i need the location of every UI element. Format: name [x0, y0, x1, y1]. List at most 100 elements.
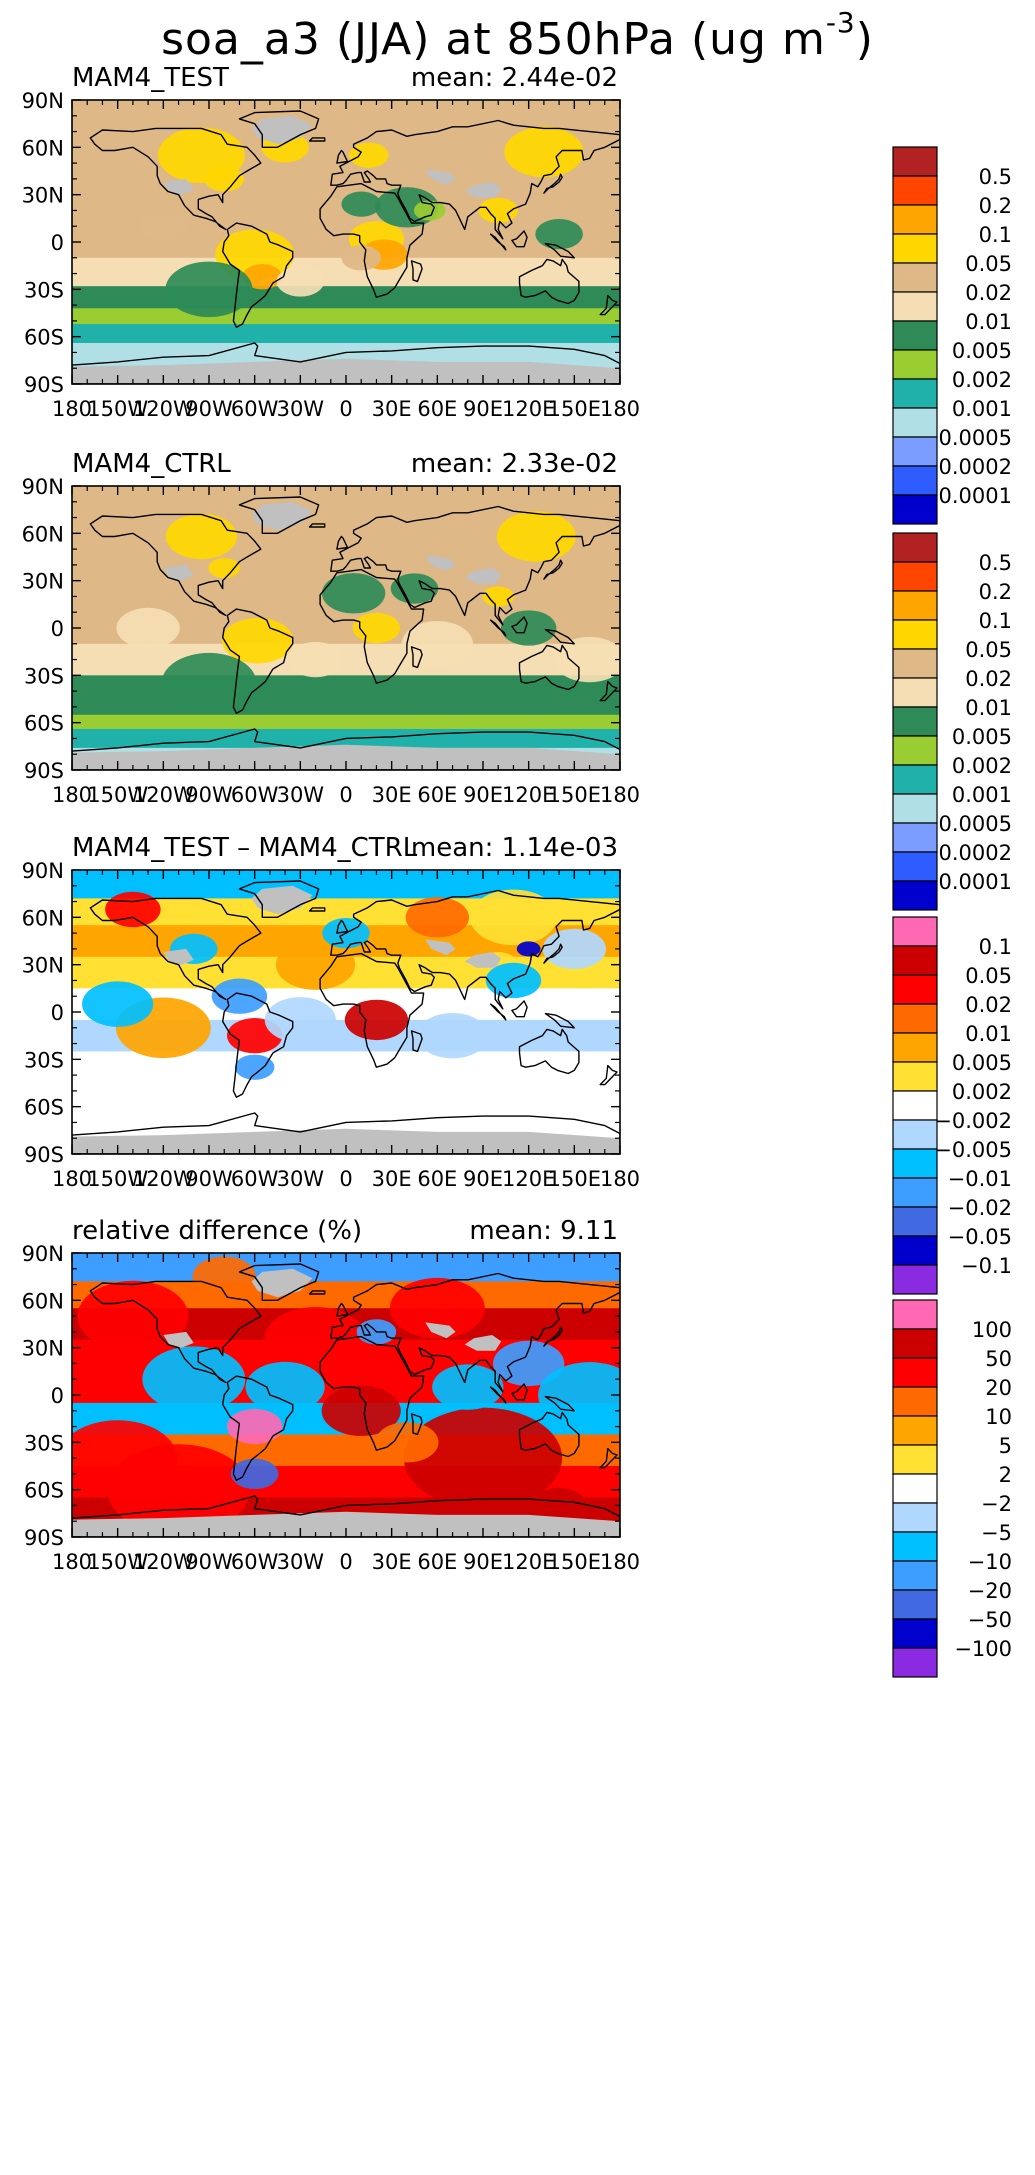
y-tick-label: 60N — [22, 522, 64, 546]
coastline — [72, 342, 620, 384]
y-tick-label: 0 — [51, 617, 64, 641]
colorbar-label: 0.01 — [965, 1022, 1012, 1046]
colorbar-swatch — [892, 1119, 938, 1150]
x-tick-label: 120W — [133, 397, 194, 421]
contour-patch — [538, 1362, 620, 1428]
contour-band — [72, 675, 620, 700]
colorbar-label: −10 — [968, 1550, 1012, 1574]
colorbar: 0.1 0.05 0.02 0.01 0.005 0.002 −0.002 −0.005 −0.… — [892, 916, 1012, 1295]
contour-patch — [341, 191, 382, 217]
colorbar-swatch — [892, 706, 938, 737]
x-tick-label: 0 — [339, 783, 352, 807]
contour-patch — [401, 621, 473, 667]
x-tick-label: 90E — [463, 1167, 503, 1191]
missing-data-region — [425, 555, 456, 572]
coastline — [89, 127, 262, 231]
colorbar-label: −20 — [968, 1579, 1012, 1603]
colorbar-label: 0.05 — [965, 638, 1012, 662]
coastline — [410, 260, 423, 283]
contour-patch — [485, 962, 542, 999]
x-tick-label: 90E — [463, 397, 503, 421]
contour-band — [72, 714, 620, 730]
colorbar: 0.5 0.2 0.1 0.05 0.02 0.01 0.005 0.002 0.001 0.00… — [892, 532, 1012, 911]
coastline — [336, 1302, 349, 1317]
contour-band — [72, 324, 620, 344]
coastline — [599, 1064, 618, 1086]
panel-mean-label: mean: 1.14e-03 — [411, 833, 618, 863]
contour-patch — [405, 897, 469, 938]
contour-field — [72, 870, 620, 1154]
coastline — [511, 230, 528, 248]
contour-patch — [211, 978, 268, 1014]
panel-title: relative difference (%) — [72, 1216, 362, 1246]
colorbar-swatch — [892, 1502, 938, 1533]
contour-patch — [403, 1407, 563, 1509]
colorbar-swatch — [892, 1032, 938, 1063]
contour-band — [72, 308, 620, 326]
contour-patch — [390, 573, 439, 604]
y-tick-label: 30S — [24, 278, 64, 302]
missing-data-region — [464, 568, 502, 584]
contour-patch — [482, 586, 515, 607]
x-tick-label: 90W — [185, 783, 233, 807]
contour-patch — [344, 999, 409, 1041]
colorbar-label: 0.002 — [952, 1080, 1012, 1104]
colorbar-label: 0.001 — [952, 397, 1012, 421]
coastline — [330, 1272, 620, 1393]
contour-patch — [469, 889, 557, 946]
coastline — [336, 149, 349, 164]
x-tick-label: 120W — [133, 1550, 194, 1574]
colorbar-swatch — [892, 793, 938, 824]
coastline — [319, 952, 425, 1068]
colorbar-swatch — [892, 1589, 938, 1620]
x-tick-label: 60W — [231, 397, 279, 421]
coastline — [89, 897, 262, 1001]
coastline — [72, 1112, 620, 1154]
coastline — [89, 1280, 262, 1384]
y-tick-label: 60N — [22, 1289, 64, 1313]
y-tick-label: 60S — [24, 326, 64, 350]
contour-patch — [222, 617, 294, 664]
colorbar-label: 0.005 — [952, 725, 1012, 749]
colorbar-swatch — [892, 1444, 938, 1475]
x-tick-label: 60W — [231, 1550, 279, 1574]
colorbar-swatch — [892, 1647, 938, 1678]
coastline — [544, 242, 575, 259]
coastline — [489, 1003, 507, 1021]
contour-patch — [389, 1277, 485, 1339]
colorbar-label: 0.5 — [979, 551, 1012, 575]
x-tick-label: 180 — [600, 1167, 640, 1191]
x-tick-label: 150W — [87, 783, 148, 807]
missing-data-region — [464, 1335, 502, 1351]
contour-patch — [535, 218, 583, 250]
x-tick-label: 90W — [185, 1550, 233, 1574]
panel-mean-label: mean: 2.33e-02 — [411, 449, 618, 479]
coastline — [221, 608, 294, 714]
map-panel-2: MAM4_CTRL mean: 2.33e-02180150W120W90W60W… — [22, 449, 1012, 911]
y-tick-label: 90N — [22, 1242, 64, 1266]
map-panel-4: relative difference (%) mean: 9.11180150W… — [22, 1216, 1012, 1678]
colorbar-swatch — [892, 1328, 938, 1359]
colorbar-swatch — [892, 1618, 938, 1649]
colorbar-swatch — [892, 349, 938, 380]
coastline — [72, 1495, 620, 1537]
x-tick-label: 60W — [231, 783, 279, 807]
colorbar-swatch — [892, 735, 938, 766]
contour-patch — [276, 266, 325, 297]
coastline — [518, 1411, 580, 1458]
x-tick-label: 120E — [502, 783, 555, 807]
x-tick-label: 30W — [277, 397, 325, 421]
colorbar-label: 100 — [972, 1318, 1012, 1342]
colorbar-swatch — [892, 407, 938, 438]
y-tick-label: 60S — [24, 1096, 64, 1120]
coastline — [410, 646, 423, 669]
x-tick-label: 120E — [502, 397, 555, 421]
x-tick-label: 90W — [185, 1167, 233, 1191]
missing-data-region — [163, 948, 194, 965]
colorbar: 100 50 20 10 5 2 −2 −5 −10 −20 −50 −100 — [892, 1299, 1012, 1678]
contour-patch — [264, 997, 336, 1043]
panel-title: MAM4_CTRL — [72, 449, 231, 479]
coastline — [308, 1290, 326, 1295]
coastline — [511, 616, 528, 634]
contour-patch — [161, 652, 257, 714]
